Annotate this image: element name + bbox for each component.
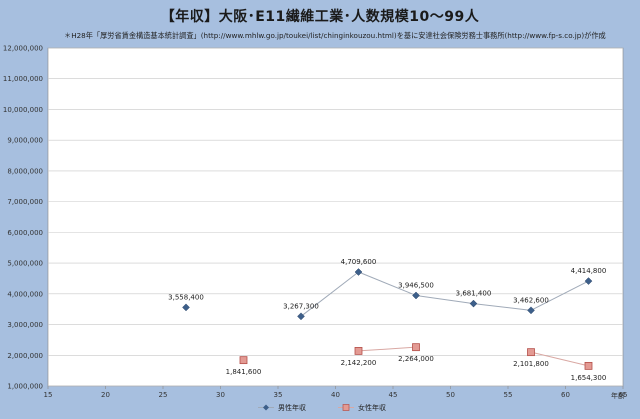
x-tick-label: 30 — [216, 391, 225, 399]
x-tick-label: 50 — [446, 391, 455, 399]
chart-subtitle: ＊H28年「厚労省賃金構造基本統計調査」(http://www.mhlw.go.… — [64, 31, 606, 40]
data-point-male — [354, 268, 363, 276]
series-line — [358, 346, 417, 352]
series-line — [300, 271, 359, 317]
x-tick-label: 45 — [389, 391, 398, 399]
data-label: 4,709,600 — [341, 258, 377, 266]
series-line — [473, 303, 532, 311]
data-label: 3,267,300 — [283, 302, 319, 310]
series-line — [530, 280, 589, 311]
x-tick-label: 25 — [159, 391, 168, 399]
y-tick-label: 12,000,000 — [3, 45, 43, 53]
data-point-female — [527, 348, 535, 357]
data-label: 3,681,400 — [456, 290, 492, 298]
y-tick-label: 8,000,000 — [7, 167, 43, 175]
y-tick-label: 7,000,000 — [7, 198, 43, 206]
y-tick-label: 3,000,000 — [7, 321, 43, 329]
data-label: 2,142,200 — [341, 359, 377, 367]
x-axis-label: 年齢 — [611, 391, 625, 400]
y-tick-label: 4,000,000 — [7, 290, 43, 298]
y-tick-label: 6,000,000 — [7, 229, 43, 237]
legend-marker — [263, 404, 269, 411]
data-label: 4,414,800 — [571, 267, 607, 275]
data-point-male — [469, 299, 478, 308]
y-tick-label: 9,000,000 — [7, 137, 43, 145]
series-male: 3,558,400 3,267,300 4,709,600 3,946,500 3,68… — [168, 258, 607, 321]
y-tick-label: 10,000,000 — [3, 106, 43, 114]
data-point-male — [297, 312, 305, 321]
data-point-female — [412, 343, 420, 352]
data-label: 3,558,400 — [168, 293, 204, 301]
data-label: 3,946,500 — [398, 281, 434, 289]
data-point-female — [239, 356, 248, 365]
x-tick-label: 40 — [331, 391, 340, 399]
x-tick-label: 20 — [101, 391, 110, 399]
series-line — [358, 271, 417, 296]
y-tick-label: 1,000,000 — [7, 383, 43, 391]
x-tick-label: 15 — [44, 391, 53, 399]
plot-area — [47, 47, 624, 387]
y-tick-label: 11,000,000 — [3, 75, 43, 83]
legend-marker — [342, 404, 350, 411]
data-point-male — [412, 291, 420, 300]
series-female: 1,841,600 2,142,200 2,264,000 2,101,800 1,65… — [226, 343, 607, 382]
data-label: 1,654,300 — [571, 374, 607, 382]
x-tick-label: 60 — [561, 391, 570, 399]
data-point-female — [584, 361, 593, 370]
data-label: 2,101,800 — [513, 360, 549, 368]
x-tick-label: 65 — [619, 391, 628, 399]
data-point-female — [354, 347, 363, 355]
data-point-male — [182, 303, 190, 312]
data-point-male — [584, 277, 593, 285]
data-label: 1,841,600 — [226, 368, 262, 376]
chart-title: 【年収】大阪･E11繊維工業･人数規模10～99人 — [160, 9, 480, 25]
legend-label: 女性年収 — [358, 403, 386, 412]
y-tick-label: 5,000,000 — [7, 260, 43, 268]
y-tick-label: 2,000,000 — [7, 352, 43, 360]
series-line — [415, 294, 474, 305]
data-label: 2,264,000 — [398, 355, 434, 363]
x-tick-label: 35 — [274, 391, 283, 399]
data-label: 3,462,600 — [513, 296, 549, 304]
series-line — [530, 351, 589, 367]
x-tick-label: 55 — [504, 391, 513, 399]
data-point-male — [527, 306, 535, 315]
legend-label: 男性年収 — [278, 403, 306, 412]
